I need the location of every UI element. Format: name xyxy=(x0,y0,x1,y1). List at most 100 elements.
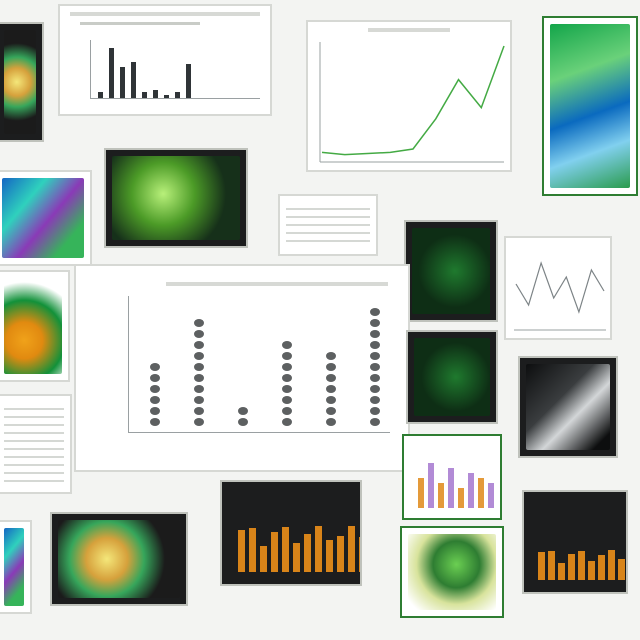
dot xyxy=(282,341,292,349)
purple-bar-0 xyxy=(418,478,424,508)
x-axis xyxy=(128,432,390,433)
dot xyxy=(194,319,204,327)
image-bottom-left xyxy=(4,528,24,606)
dark-chart-card-1 xyxy=(404,220,498,322)
dot xyxy=(370,418,380,426)
bar-series xyxy=(98,40,191,98)
dark-chart-card-2 xyxy=(406,330,498,424)
thumbnail-colorful xyxy=(0,170,92,266)
dot xyxy=(326,363,336,371)
orange-bars-bar-8 xyxy=(326,540,333,572)
image-fruit xyxy=(4,278,62,374)
thumbnail-dark-bottom xyxy=(50,512,188,606)
small-line-chart-svg xyxy=(514,261,606,331)
dot xyxy=(150,407,160,415)
purple-bar-3 xyxy=(448,468,454,508)
dot xyxy=(370,341,380,349)
orange-bars-bar-10 xyxy=(348,526,355,572)
bar-4 xyxy=(142,92,147,98)
x-axis xyxy=(90,98,260,99)
line-chart-svg xyxy=(319,42,505,163)
subtitle-scribble xyxy=(80,22,200,25)
thumbnail-bottom-left xyxy=(0,520,32,614)
bar-3 xyxy=(131,62,136,98)
dot-column-3 xyxy=(282,266,292,426)
orange-bars-bar-9 xyxy=(337,536,344,572)
dot xyxy=(370,374,380,382)
orange-bars-bar-5 xyxy=(293,543,300,572)
dot xyxy=(282,374,292,382)
orange-bars-2-bar-7 xyxy=(608,550,615,580)
line-chart-card-top xyxy=(306,20,512,172)
dot xyxy=(194,341,204,349)
dot xyxy=(370,330,380,338)
header-scribble xyxy=(368,28,450,32)
orange-bars-bar-4 xyxy=(282,527,289,572)
thumbnail-fruit xyxy=(0,270,70,382)
image-dark-gradient xyxy=(414,338,490,416)
orange-bar-series-2 xyxy=(538,548,625,580)
purple-bar-1 xyxy=(428,463,434,508)
dot xyxy=(194,352,204,360)
dot xyxy=(282,385,292,393)
dark-orange-bars-card-right xyxy=(522,490,628,594)
report-thumbnail-left xyxy=(0,394,72,494)
bar-5 xyxy=(153,90,158,98)
dot xyxy=(370,407,380,415)
orange-bars-2-bar-2 xyxy=(558,563,565,580)
dot xyxy=(194,418,204,426)
small-line-chart-card xyxy=(504,236,612,340)
thumbnail-dark-leaf xyxy=(0,22,44,142)
image-bottom xyxy=(58,520,180,598)
dot xyxy=(150,374,160,382)
dot xyxy=(370,352,380,360)
orange-bars-bar-2 xyxy=(260,546,267,572)
dot xyxy=(326,407,336,415)
dot-column-4 xyxy=(326,266,336,426)
orange-bars-2-bar-1 xyxy=(548,551,555,580)
map-thumbnail xyxy=(542,16,638,196)
dot xyxy=(150,418,160,426)
dot-column-5 xyxy=(370,266,380,426)
dot xyxy=(194,396,204,404)
dot xyxy=(370,385,380,393)
image-green xyxy=(112,156,240,240)
dark-wave-card xyxy=(518,356,618,458)
purple-bar-5 xyxy=(468,473,474,508)
dot xyxy=(370,308,380,316)
orange-bars-2-bar-6 xyxy=(598,555,605,580)
header-scribble xyxy=(166,282,388,286)
dot xyxy=(194,330,204,338)
purple-bar-series xyxy=(418,456,494,508)
image-map xyxy=(550,24,630,188)
thumbnail-green-bottom xyxy=(400,526,504,618)
orange-bar-series xyxy=(238,522,360,572)
dot xyxy=(326,352,336,360)
dot xyxy=(282,396,292,404)
orange-bars-2-bar-3 xyxy=(568,554,575,580)
bar-0 xyxy=(98,92,103,98)
dark-orange-bars-card xyxy=(220,480,362,586)
dot xyxy=(326,418,336,426)
image-wave xyxy=(526,364,610,450)
image-plant xyxy=(4,30,36,134)
image-report-left xyxy=(4,402,64,486)
dot xyxy=(282,407,292,415)
orange-bars-bar-11 xyxy=(359,537,360,572)
dot xyxy=(238,407,248,415)
image-green-bottom xyxy=(408,534,496,610)
dot xyxy=(326,385,336,393)
orange-bars-bar-0 xyxy=(238,530,245,572)
bar-8 xyxy=(186,64,191,98)
dot xyxy=(194,374,204,382)
image-report xyxy=(286,202,370,248)
dot xyxy=(282,418,292,426)
dot xyxy=(194,407,204,415)
orange-bars-2-bar-0 xyxy=(538,552,545,580)
header-scribble xyxy=(70,12,260,16)
bar-6 xyxy=(164,95,169,98)
image-fish xyxy=(2,178,84,258)
dot xyxy=(326,396,336,404)
orange-bars-2-bar-5 xyxy=(588,561,595,580)
purple-bar-4 xyxy=(458,488,464,508)
